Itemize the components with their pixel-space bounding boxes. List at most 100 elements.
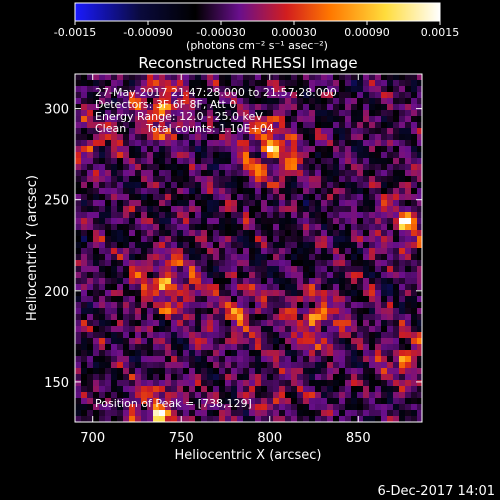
heatmap-cell: [351, 410, 358, 417]
heatmap-cell: [363, 302, 370, 309]
heatmap-cell: [273, 290, 280, 297]
heatmap-cell: [411, 152, 418, 159]
heatmap-cell: [345, 404, 352, 411]
heatmap-cell: [387, 86, 394, 93]
heatmap-cell: [189, 308, 196, 315]
heatmap-cell: [267, 278, 274, 285]
heatmap-cell: [309, 176, 316, 183]
heatmap-cell: [159, 392, 166, 399]
heatmap-cell: [81, 128, 88, 135]
heatmap-cell: [81, 230, 88, 237]
heatmap-cell: [369, 272, 376, 279]
heatmap-cell: [99, 344, 106, 351]
heatmap-cell: [177, 326, 184, 333]
heatmap-cell: [207, 308, 214, 315]
heatmap-cell: [369, 92, 376, 99]
heatmap-cell: [381, 308, 388, 315]
heatmap-cell: [213, 218, 220, 225]
heatmap-cell: [375, 248, 382, 255]
heatmap-cell: [213, 302, 220, 309]
heatmap-cell: [213, 152, 220, 159]
heatmap-cell: [405, 128, 412, 135]
heatmap-cell: [213, 332, 220, 339]
heatmap-cell: [303, 326, 310, 333]
heatmap-cell: [129, 338, 136, 345]
heatmap-cell: [207, 128, 214, 135]
heatmap-cell: [303, 92, 310, 99]
heatmap-cell: [105, 416, 112, 422]
heatmap-cell: [177, 212, 184, 219]
heatmap-cell: [93, 176, 100, 183]
heatmap-cell: [405, 218, 412, 225]
heatmap-cell: [417, 398, 422, 405]
heatmap-cell: [285, 254, 292, 261]
heatmap-cell: [369, 146, 376, 153]
heatmap-cell: [231, 206, 238, 213]
heatmap-cell: [201, 284, 208, 291]
heatmap-cell: [159, 314, 166, 321]
heatmap-cell: [183, 320, 190, 327]
heatmap-cell: [105, 128, 112, 135]
heatmap-cell: [411, 128, 418, 135]
heatmap-cell: [225, 158, 232, 165]
heatmap-cell: [171, 296, 178, 303]
heatmap-cell: [213, 86, 220, 93]
heatmap-cell: [105, 104, 112, 111]
heatmap-cell: [117, 230, 124, 237]
heatmap-cell: [417, 392, 422, 399]
heatmap-cell: [195, 362, 202, 369]
heatmap-cell: [393, 398, 400, 405]
heatmap-cell: [141, 368, 148, 375]
heatmap-cell: [129, 368, 136, 375]
heatmap-cell: [303, 194, 310, 201]
heatmap-cell: [261, 320, 268, 327]
heatmap-cell: [177, 398, 184, 405]
heatmap-cell: [213, 290, 220, 297]
heatmap-cell: [279, 344, 286, 351]
heatmap-cell: [231, 134, 238, 141]
heatmap-cell: [399, 170, 406, 177]
heatmap-cell: [75, 242, 82, 249]
heatmap-cell: [159, 164, 166, 171]
heatmap-cell: [225, 152, 232, 159]
heatmap-cell: [363, 416, 370, 422]
heatmap-cell: [303, 284, 310, 291]
heatmap-cell: [309, 194, 316, 201]
heatmap-cell: [171, 332, 178, 339]
heatmap-cell: [189, 224, 196, 231]
heatmap-cell: [135, 350, 142, 357]
heatmap-cell: [351, 344, 358, 351]
heatmap-cell: [285, 224, 292, 231]
heatmap-cell: [345, 98, 352, 105]
heatmap-cell: [189, 92, 196, 99]
heatmap-cell: [249, 224, 256, 231]
heatmap-cell: [387, 152, 394, 159]
heatmap-cell: [327, 290, 334, 297]
heatmap-cell: [147, 386, 154, 393]
heatmap-cell: [171, 152, 178, 159]
heatmap-cell: [201, 158, 208, 165]
heatmap-cell: [279, 272, 286, 279]
heatmap-cell: [183, 266, 190, 273]
heatmap-cell: [165, 104, 172, 111]
heatmap-cell: [141, 122, 148, 129]
heatmap-cell: [255, 152, 262, 159]
heatmap-cell: [255, 272, 262, 279]
heatmap-cell: [135, 224, 142, 231]
heatmap-cell: [123, 392, 130, 399]
heatmap-cell: [219, 278, 226, 285]
heatmap-cell: [315, 140, 322, 147]
heatmap-cell: [369, 80, 376, 87]
heatmap-cell: [375, 116, 382, 123]
heatmap-cell: [171, 92, 178, 99]
heatmap-cell: [123, 152, 130, 159]
heatmap-cell: [243, 416, 250, 422]
heatmap-cell: [369, 302, 376, 309]
heatmap-cell: [261, 404, 268, 411]
x-tick-label: 850: [346, 431, 371, 446]
heatmap-cell: [189, 392, 196, 399]
heatmap-cell: [159, 104, 166, 111]
heatmap-cell: [321, 200, 328, 207]
heatmap-cell: [105, 74, 112, 81]
heatmap-cell: [351, 86, 358, 93]
